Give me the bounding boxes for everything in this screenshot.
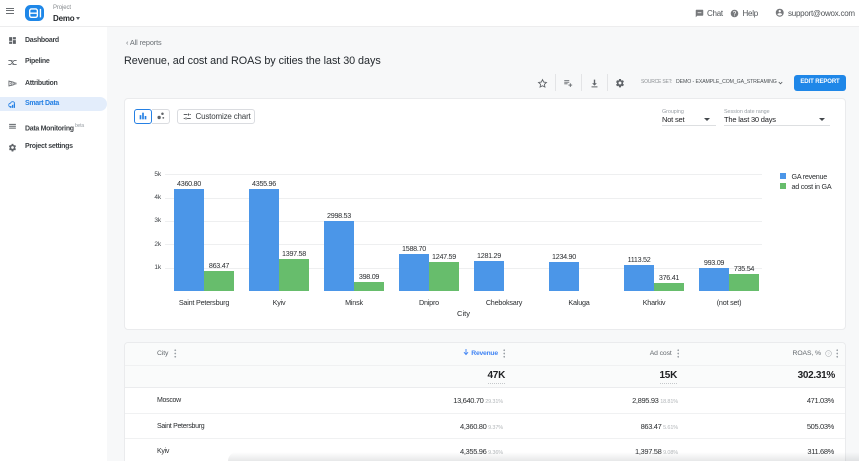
svg-text:?: ? — [827, 352, 829, 356]
